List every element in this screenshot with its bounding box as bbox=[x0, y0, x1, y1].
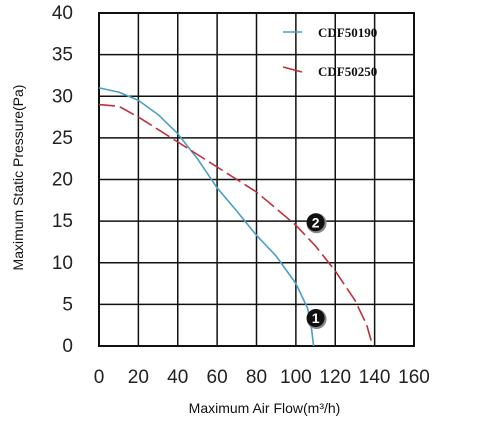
y-tick-label: 5 bbox=[62, 294, 73, 315]
x-tick-label: 40 bbox=[167, 367, 188, 388]
markers: 12 bbox=[306, 213, 327, 330]
series-line-cdf50250 bbox=[98, 103, 374, 347]
y-tick-label: 20 bbox=[52, 170, 73, 191]
x-axis-title: Maximum Air Flow(m³/h) bbox=[189, 400, 341, 416]
x-tick-label: 60 bbox=[207, 367, 228, 388]
x-tick-label: 140 bbox=[359, 367, 391, 388]
y-tick-label: 25 bbox=[52, 128, 73, 149]
x-tick-label: 100 bbox=[280, 367, 312, 388]
legend-label: CDF50250 bbox=[318, 64, 377, 79]
y-tick-label: 0 bbox=[62, 336, 73, 357]
x-tick-label: 80 bbox=[246, 367, 267, 388]
series-line-cdf50190 bbox=[98, 87, 315, 347]
marker-circle bbox=[306, 213, 325, 232]
y-axis-title: Maximum Static Pressure(Pa) bbox=[10, 85, 26, 271]
y-tick-label: 10 bbox=[52, 253, 73, 274]
x-tick-label: 160 bbox=[398, 367, 430, 388]
x-tick-label: 20 bbox=[128, 367, 149, 388]
legend-swatch bbox=[282, 66, 303, 73]
x-tick-label: 0 bbox=[94, 367, 105, 388]
y-tick-label: 30 bbox=[52, 86, 73, 107]
y-tick-label: 35 bbox=[52, 45, 73, 66]
plot-frame bbox=[98, 12, 415, 347]
legend: CDF50190 CDF50250 bbox=[282, 25, 377, 79]
marker-label: 1 bbox=[312, 310, 320, 326]
x-tick-label: 120 bbox=[319, 367, 351, 388]
y-tick-label: 15 bbox=[52, 211, 73, 232]
y-tick-label: 40 bbox=[52, 3, 73, 24]
marker-label: 2 bbox=[312, 214, 320, 230]
series-lines bbox=[98, 87, 374, 347]
y-tick-labels: 0 5 10 15 20 25 30 35 40 bbox=[52, 3, 73, 357]
marker-circle bbox=[306, 309, 325, 328]
legend-label: CDF50190 bbox=[318, 25, 377, 40]
chart-grid bbox=[98, 12, 415, 347]
x-tick-labels: 0 20 40 60 80 100 120 140 160 bbox=[94, 367, 430, 388]
